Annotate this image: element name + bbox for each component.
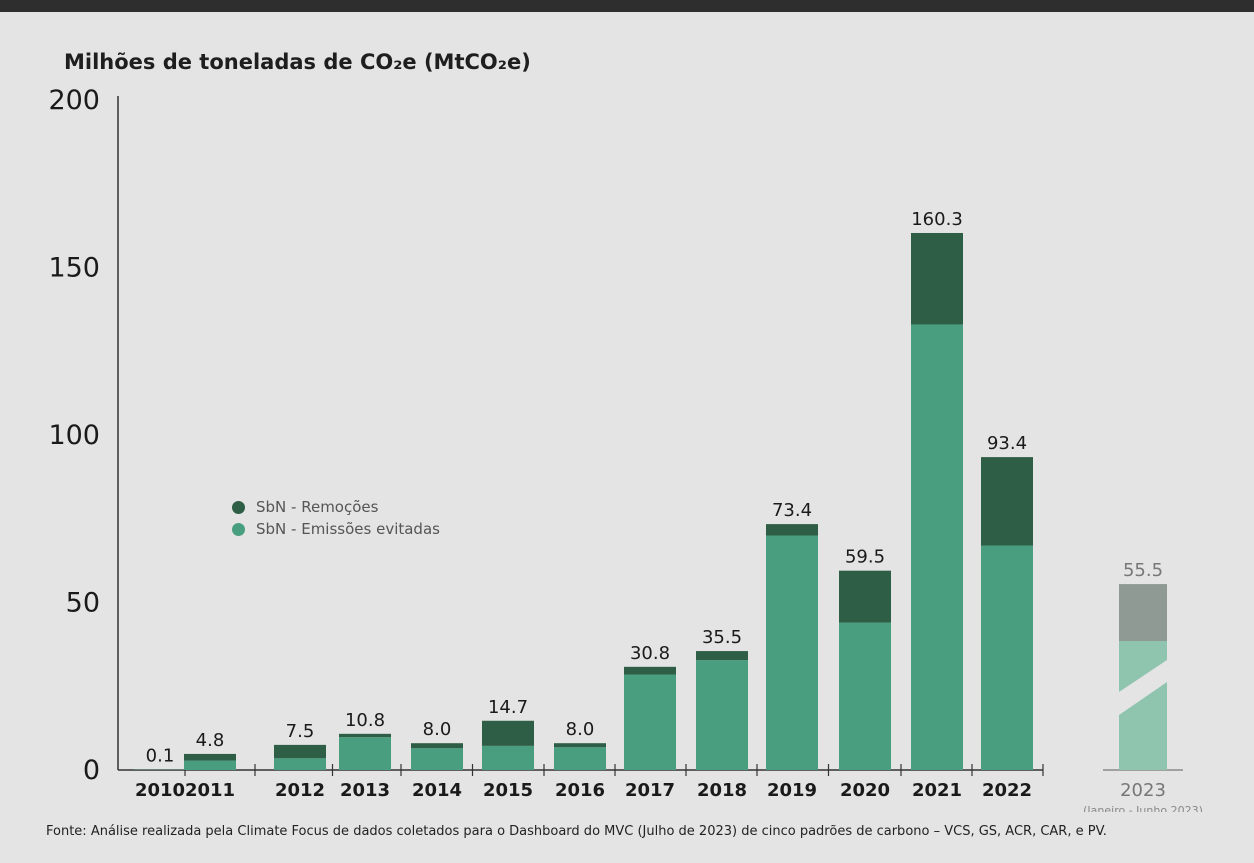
data-label-2015: 14.7 — [488, 697, 528, 718]
data-label-2011: 4.8 — [196, 730, 225, 751]
bar-segment-avoided-2015 — [482, 745, 534, 770]
annotation-2023: (Janeiro - Junho 2023) — [1083, 804, 1203, 812]
x-tick-label-2016: 2016 — [555, 780, 605, 801]
legend-item-avoided: SbN - Emissões evitadas — [232, 518, 440, 540]
legend-dot-removals — [232, 500, 245, 514]
legend: SbN - Remoções SbN - Emissões evitadas — [232, 496, 440, 540]
data-label-2010: 0.1 — [146, 746, 175, 767]
x-tick-label-2017: 2017 — [625, 780, 675, 801]
x-tick-label-2015: 2015 — [483, 780, 533, 801]
y-tick-label: 200 — [48, 85, 100, 116]
legend-item-removals: SbN - Remoções — [232, 496, 440, 518]
data-label-2023: 55.5 — [1123, 560, 1163, 581]
bar-segment-removals-2011 — [184, 753, 236, 761]
bar-segment-removals-2017 — [624, 666, 676, 675]
y-tick-label: 0 — [83, 755, 100, 786]
data-label-2019: 73.4 — [772, 500, 812, 521]
legend-label-removals: SbN - Remoções — [256, 498, 379, 516]
x-tick-label-2023: 2023 — [1120, 780, 1166, 801]
y-tick-label: 100 — [48, 420, 100, 451]
data-label-2020: 59.5 — [845, 547, 885, 568]
bar-segment-avoided-2012 — [274, 758, 326, 770]
bar-segment-removals-2020 — [839, 570, 891, 623]
x-tick-label-2022: 2022 — [982, 780, 1032, 801]
source-note: Fonte: Análise realizada pela Climate Fo… — [46, 824, 1107, 839]
bar-segment-removals-2014 — [411, 743, 463, 749]
bar-segment-removals-2012 — [274, 744, 326, 759]
bar-segment-removals-2023 — [1119, 584, 1167, 642]
bar-segment-avoided-2023-lower — [1119, 682, 1167, 770]
bar-segment-avoided-2021 — [911, 324, 963, 770]
bar-segment-avoided-2022 — [981, 545, 1033, 770]
bar-segment-avoided-2018 — [696, 660, 748, 770]
bar-segment-removals-2019 — [766, 524, 818, 536]
data-label-2017: 30.8 — [630, 643, 670, 664]
top-banner — [0, 0, 1254, 12]
x-tick-label-2010: 2010 — [135, 780, 185, 801]
chart-area: 0 50 100 150 200 0.1 2010 4.8 2011 7.5 2012 10.8 201… — [0, 12, 1254, 812]
y-tick-label: 50 — [66, 588, 100, 619]
x-tick-label-2013: 2013 — [340, 780, 390, 801]
y-axis-title: Milhões de toneladas de CO₂e (MtCO₂e) — [64, 50, 531, 74]
legend-dot-avoided — [232, 522, 245, 536]
data-label-2012: 7.5 — [286, 721, 315, 742]
data-label-2016: 8.0 — [566, 719, 595, 740]
bar-segment-removals-2013 — [339, 733, 391, 738]
bar-segment-avoided-2020 — [839, 622, 891, 770]
data-label-2021: 160.3 — [911, 209, 963, 230]
bar-segment-avoided-2023-upper — [1119, 641, 1167, 692]
bar-segment-removals-2018 — [696, 651, 748, 661]
data-label-2022: 93.4 — [987, 433, 1027, 454]
bar-segment-avoided-2014 — [411, 748, 463, 770]
x-tick-label-2021: 2021 — [912, 780, 962, 801]
bar-segment-avoided-2011 — [184, 760, 236, 770]
bar-segment-removals-2021 — [911, 232, 963, 325]
x-tick-label-2012: 2012 — [275, 780, 325, 801]
bar-chart-svg: 0 50 100 150 200 0.1 2010 4.8 2011 7.5 2012 10.8 201… — [48, 85, 1203, 812]
y-tick-label: 150 — [48, 253, 100, 284]
bar-segment-avoided-2013 — [339, 737, 391, 770]
x-tick-label-2019: 2019 — [767, 780, 817, 801]
x-tick-label-2020: 2020 — [840, 780, 890, 801]
data-label-2018: 35.5 — [702, 627, 742, 648]
bar-segment-removals-2015 — [482, 720, 534, 746]
bar-segment-avoided-2016 — [554, 747, 606, 770]
x-tick-label-2018: 2018 — [697, 780, 747, 801]
bar-segment-avoided-2019 — [766, 535, 818, 770]
bar-segment-removals-2022 — [981, 457, 1033, 546]
x-tick-label-2014: 2014 — [412, 780, 462, 801]
x-tick-label-2011: 2011 — [185, 780, 235, 801]
legend-label-avoided: SbN - Emissões evitadas — [256, 520, 440, 538]
data-label-2013: 10.8 — [345, 710, 385, 731]
data-label-2014: 8.0 — [423, 719, 452, 740]
bar-segment-avoided-2017 — [624, 674, 676, 770]
bar-segment-removals-2016 — [554, 743, 606, 748]
